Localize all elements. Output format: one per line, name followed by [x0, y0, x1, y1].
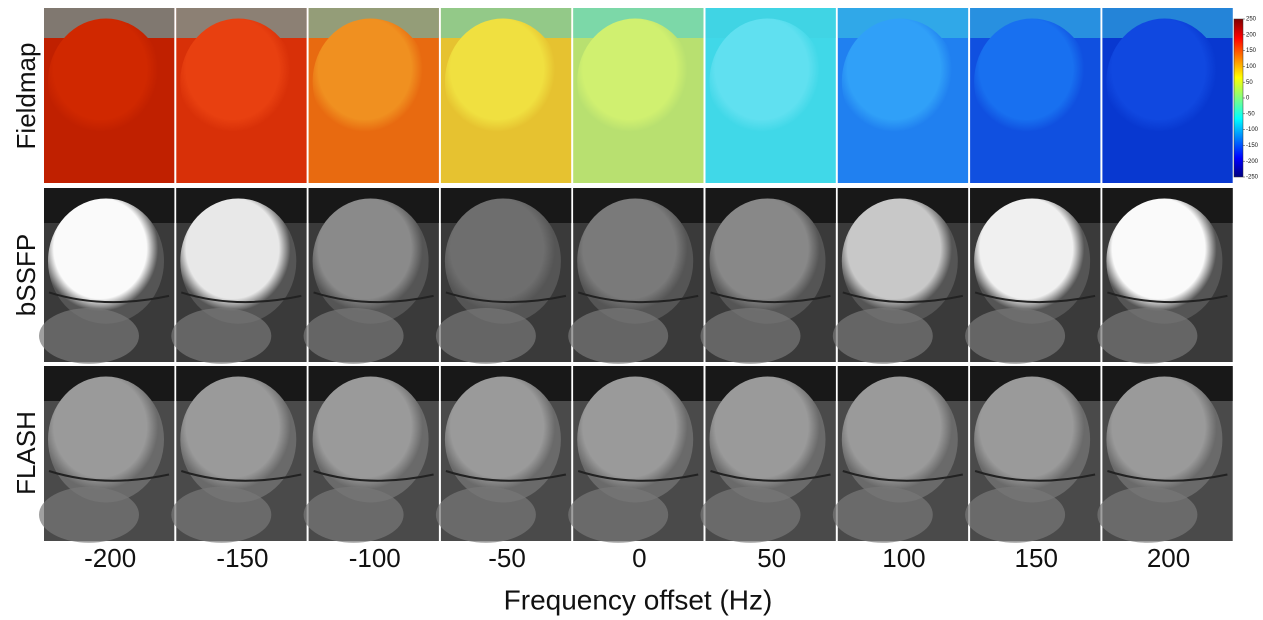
image-tile — [700, 188, 836, 364]
image-tile — [39, 188, 175, 364]
image-tile — [965, 188, 1101, 364]
colorbar — [1233, 18, 1244, 178]
colorbar-tick-label: -250 — [1246, 175, 1259, 181]
image-tile — [965, 366, 1101, 543]
image-tile — [568, 366, 704, 543]
colorbar-tick-label: 150 — [1246, 48, 1257, 54]
image-tile — [39, 366, 175, 543]
colorbar-tick-label: 200 — [1246, 32, 1257, 38]
image-tile — [832, 366, 969, 543]
column-label: -200 — [84, 543, 136, 573]
image-tile — [435, 366, 572, 543]
image-tile — [171, 366, 307, 543]
image-tile — [1097, 366, 1233, 543]
image-tile — [308, 8, 439, 183]
colorbar-tick-label: -150 — [1246, 143, 1259, 149]
x-axis-label: Frequency offset (Hz) — [504, 584, 773, 615]
image-tile — [970, 8, 1101, 183]
row-label: FLASH — [11, 411, 41, 495]
image-grid — [39, 8, 1233, 543]
colorbar-tick-label: -100 — [1246, 127, 1259, 133]
colorbar-tick-label: -50 — [1246, 111, 1255, 117]
image-tile — [303, 366, 439, 543]
column-label: -100 — [349, 543, 401, 573]
image-tile — [171, 188, 307, 364]
column-label: -50 — [488, 543, 526, 573]
image-tile — [440, 8, 572, 183]
colorbar-tick-label: 50 — [1246, 80, 1253, 86]
image-tile — [573, 8, 704, 183]
image-tile — [435, 188, 572, 364]
colorbar-tick-label: -200 — [1246, 159, 1259, 165]
colorbar-tick-label: 100 — [1246, 64, 1257, 70]
image-tile — [1102, 8, 1233, 183]
image-tile — [44, 8, 175, 183]
colorbar-tick-label: 250 — [1246, 17, 1257, 23]
colorbar-tick-label: 0 — [1246, 96, 1250, 102]
image-tile — [837, 8, 969, 183]
column-label: 100 — [882, 543, 925, 573]
column-label: 150 — [1015, 543, 1058, 573]
image-tile — [705, 8, 836, 183]
row-label: bSSFP — [11, 234, 41, 316]
image-tile — [568, 188, 704, 364]
row-label: Fieldmap — [11, 43, 41, 150]
image-tile — [303, 188, 439, 364]
image-tile — [1097, 188, 1233, 364]
image-tile — [176, 8, 307, 183]
image-tile — [832, 188, 969, 364]
column-label: -150 — [216, 543, 268, 573]
column-label: 200 — [1147, 543, 1190, 573]
column-label: 50 — [757, 543, 786, 573]
column-label: 0 — [632, 543, 646, 573]
image-tile — [700, 366, 836, 543]
